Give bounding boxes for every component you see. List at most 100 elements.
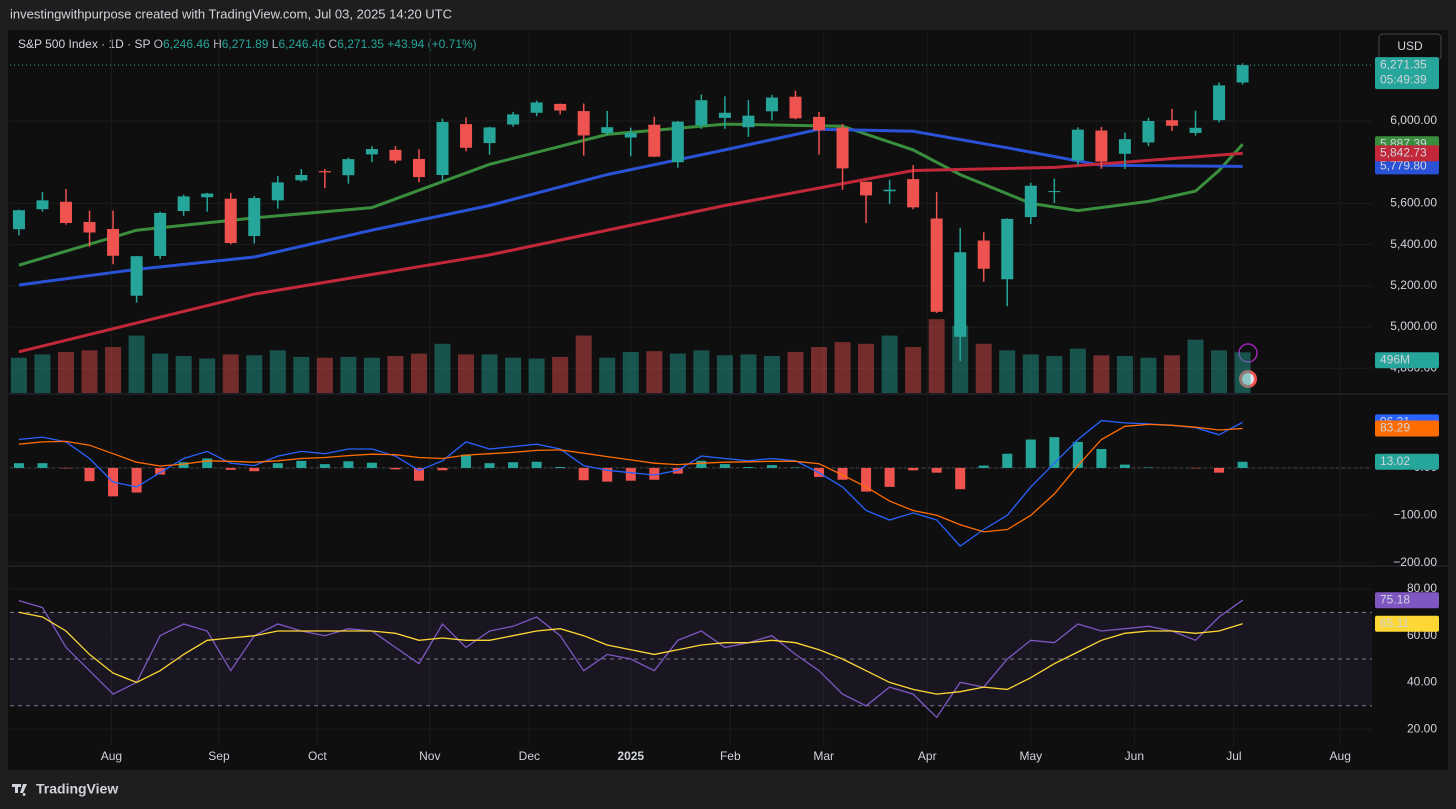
x-tick-label: 2025 (617, 749, 644, 763)
rsi-label: 65.11 (1380, 616, 1409, 630)
histogram-bar (178, 462, 189, 468)
histogram-bar (461, 454, 472, 468)
candle-body (412, 158, 425, 178)
histogram-bar (202, 458, 213, 468)
volume-bar (881, 335, 898, 393)
candle-body (1142, 121, 1155, 143)
legend-value: 6,246.46 (163, 37, 210, 51)
histogram-bar (343, 461, 354, 468)
volume-bar (1187, 339, 1204, 393)
volume-bar (1211, 350, 1228, 393)
volume-bar (1069, 348, 1086, 393)
histogram-label: 13.02 (1380, 454, 1410, 468)
histogram-bar (1214, 467, 1225, 473)
volume-bar (128, 335, 145, 393)
histogram-bar (319, 464, 330, 468)
x-tick-label: Mar (813, 749, 834, 763)
volume-bar (1234, 352, 1251, 393)
x-tick-label: Aug (1330, 749, 1351, 763)
histogram-bar (625, 467, 636, 481)
volume-bar (269, 350, 286, 393)
volume-bar (340, 356, 357, 393)
histogram-bar (1119, 464, 1130, 468)
legend-key: L (272, 37, 279, 51)
ma-label-box (1375, 158, 1439, 175)
candle-body (177, 196, 190, 212)
histogram-bar (37, 463, 48, 468)
candle-body (130, 256, 143, 296)
y-tick-label: 6,000.00 (1390, 113, 1437, 127)
candle-body (695, 100, 708, 126)
x-tick-label: Oct (308, 749, 327, 763)
histogram-bar (531, 461, 542, 468)
candle-body (954, 252, 967, 337)
rsi-label-box (1375, 615, 1439, 632)
histogram-bar (1025, 439, 1036, 468)
histogram-bar (296, 460, 307, 468)
histogram-bar (766, 465, 777, 468)
histogram-bar (649, 467, 660, 480)
volume-label-box (1375, 352, 1439, 369)
candle-body (1024, 185, 1037, 218)
volume-bar (646, 351, 663, 393)
candle-body (813, 116, 826, 131)
candle-body (201, 193, 214, 198)
ma-label: 5,779.80 (1380, 159, 1427, 173)
y-tick-label: −100.00 (1393, 507, 1437, 521)
candle-body (1189, 127, 1202, 133)
candle-body (789, 96, 802, 119)
candle-body (1071, 129, 1084, 161)
candle-body (1001, 218, 1014, 280)
volume-bar (458, 354, 475, 393)
volume-bar (199, 358, 216, 393)
histogram-bar (837, 467, 848, 480)
volume-bar (552, 356, 569, 393)
x-tick-label: May (1019, 749, 1042, 763)
footer-brand: TradingView (36, 781, 118, 797)
histogram-bar (272, 463, 283, 468)
x-tick-label: Aug (101, 749, 122, 763)
histogram-bar (578, 467, 589, 481)
histogram-bar (1237, 461, 1248, 468)
volume-bar (905, 347, 922, 393)
volume-bar (434, 343, 451, 393)
candle-body (577, 111, 590, 136)
histogram-bar (1096, 448, 1107, 468)
histogram-bar (13, 463, 24, 468)
candle-body (883, 189, 896, 192)
volume-bar (716, 355, 733, 393)
candle-body (530, 102, 543, 113)
volume-bar (1140, 357, 1157, 393)
volume-bar (834, 342, 851, 393)
histogram-bar (366, 462, 377, 468)
candle-body (860, 181, 873, 196)
candle-body (930, 218, 943, 312)
volume-bar (1116, 356, 1133, 393)
volume-bar (222, 354, 239, 393)
candle-body (342, 159, 355, 176)
currency-label[interactable]: USD (1397, 39, 1423, 53)
candle-body (12, 210, 25, 230)
histogram-bar (884, 467, 895, 487)
volume-bar (599, 357, 616, 393)
y-tick-label: 20.00 (1407, 721, 1437, 735)
moving-average (18, 122, 1244, 267)
volume-bar (175, 356, 192, 393)
histogram-bar (1002, 453, 1013, 468)
histogram-bar (84, 467, 95, 482)
volume-bar (622, 351, 639, 393)
candle-body (1048, 191, 1061, 193)
x-tick-label: Feb (720, 749, 741, 763)
histogram-bar (437, 467, 448, 471)
volume-bar (410, 353, 427, 393)
candle-body (742, 115, 755, 128)
candle-body (601, 127, 614, 133)
volume-bar (58, 351, 75, 393)
legend-name: S&P 500 Index · 1D · SP (18, 37, 151, 51)
candle-body (36, 200, 49, 210)
candle-body (318, 171, 331, 173)
volume-bar (740, 354, 757, 393)
histogram-bar (1049, 437, 1060, 468)
volume-bar (316, 357, 333, 393)
candle-body (271, 182, 284, 201)
